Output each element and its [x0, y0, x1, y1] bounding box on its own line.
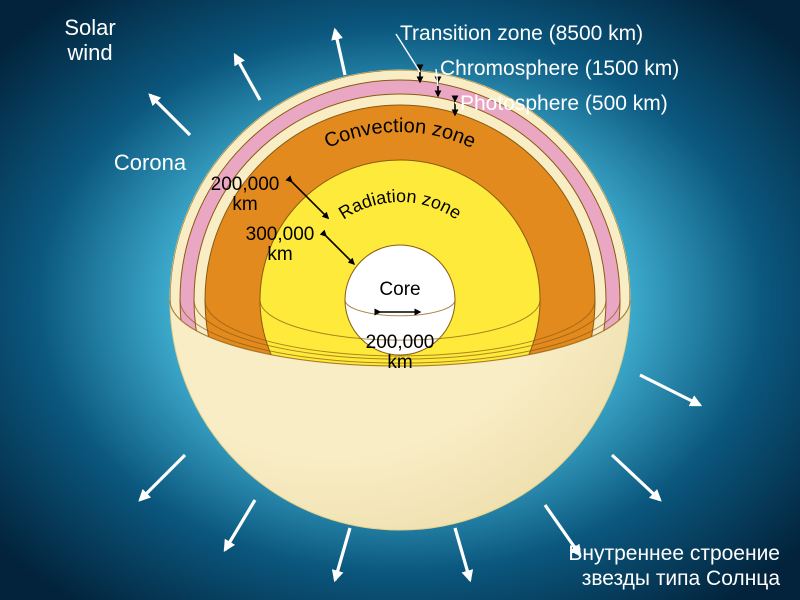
measurement-unit: km	[267, 244, 292, 265]
measurement-value: 200,000	[211, 174, 280, 195]
pointer-line	[455, 102, 456, 104]
label-core: Core	[379, 279, 420, 300]
text-label: Corona	[114, 150, 187, 175]
caption-line2: звезды типа Солнца	[582, 567, 781, 590]
measurement-unit: km	[387, 352, 412, 373]
pointer-label: Chromosphere (1500 km)	[440, 57, 679, 80]
text-label: Solar	[64, 15, 115, 40]
pointer-label: Transition zone (8500 km)	[400, 22, 643, 45]
measurement-value: 300,000	[246, 224, 315, 245]
text-label: wind	[66, 40, 112, 65]
measurement-value: 200,000	[366, 332, 435, 353]
measurement-unit: km	[232, 194, 257, 215]
caption-line1: Внутреннее строение	[568, 542, 780, 565]
pointer-label: Photosphere (500 km)	[460, 92, 668, 115]
